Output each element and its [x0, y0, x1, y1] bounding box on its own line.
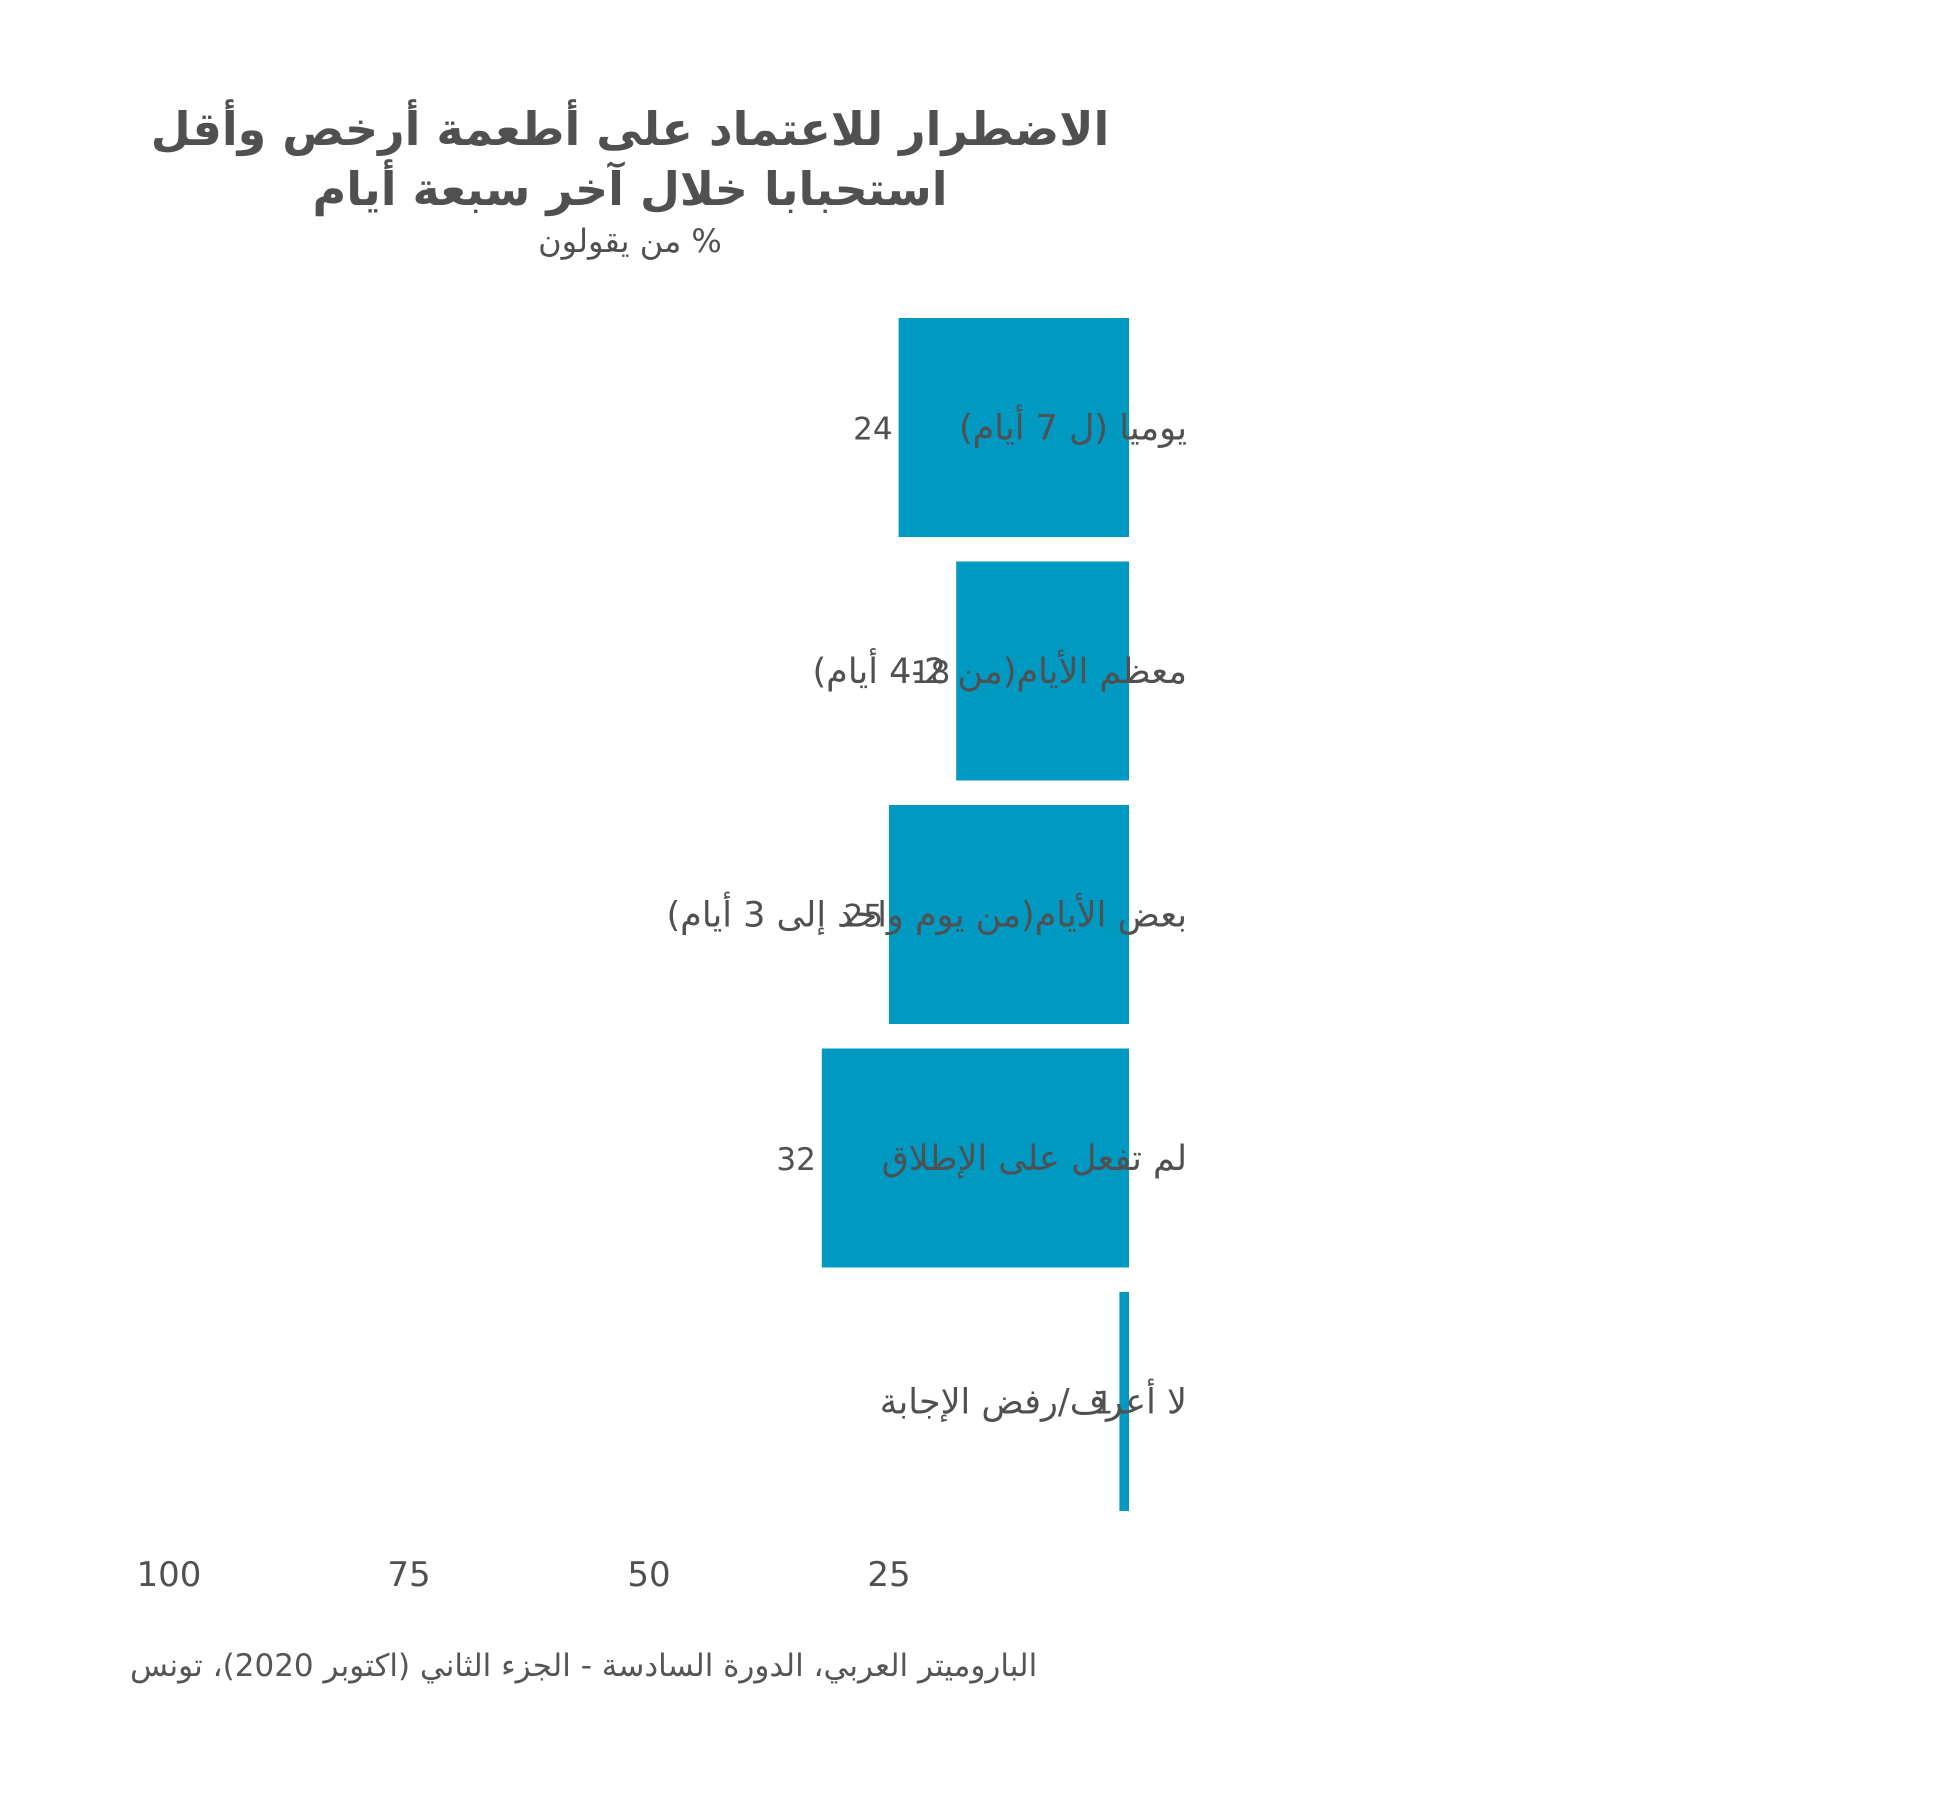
source-note: الباروميتر العربي، الدورة السادسة - الجز…	[130, 1648, 1038, 1684]
category-label-1: يوميا (ل 7 أيام)	[959, 405, 1187, 449]
x-tick-label-3: 50	[627, 1555, 670, 1595]
bar-1	[898, 318, 1129, 537]
data-label-4: 32	[776, 1142, 815, 1178]
bar-3	[889, 805, 1129, 1024]
bar-4	[821, 1048, 1129, 1268]
chart-subtitle: % من يقولون	[538, 222, 722, 260]
data-label-2: 18	[911, 655, 950, 691]
data-label-1: 24	[853, 412, 892, 448]
x-tick-label-2: 75	[387, 1555, 430, 1595]
bar-2	[956, 561, 1129, 781]
chart-title-line1: الاضطرار للاعتماد على أطعمة أرخص وأقل	[150, 102, 1110, 156]
bar-5	[1119, 1292, 1129, 1511]
x-tick-label-4: 25	[867, 1555, 910, 1595]
data-label-5: 1	[1094, 1386, 1114, 1422]
chart-title-line2: استحبابا خلال آخر سبعة أيام	[312, 162, 948, 216]
category-label-5: لا أعرف/رفض الإجابة	[880, 1379, 1187, 1423]
category-label-2: معظم الأيام(من 2-4 أيام)	[813, 648, 1188, 692]
category-label-3: بعض الأيام(من يوم واحد إلى 3 أيام)	[667, 892, 1188, 936]
data-label-3: 25	[844, 899, 883, 935]
x-tick-label-1: 100	[137, 1555, 202, 1595]
category-label-4: لم تفعل على الإطلاق	[882, 1139, 1187, 1179]
